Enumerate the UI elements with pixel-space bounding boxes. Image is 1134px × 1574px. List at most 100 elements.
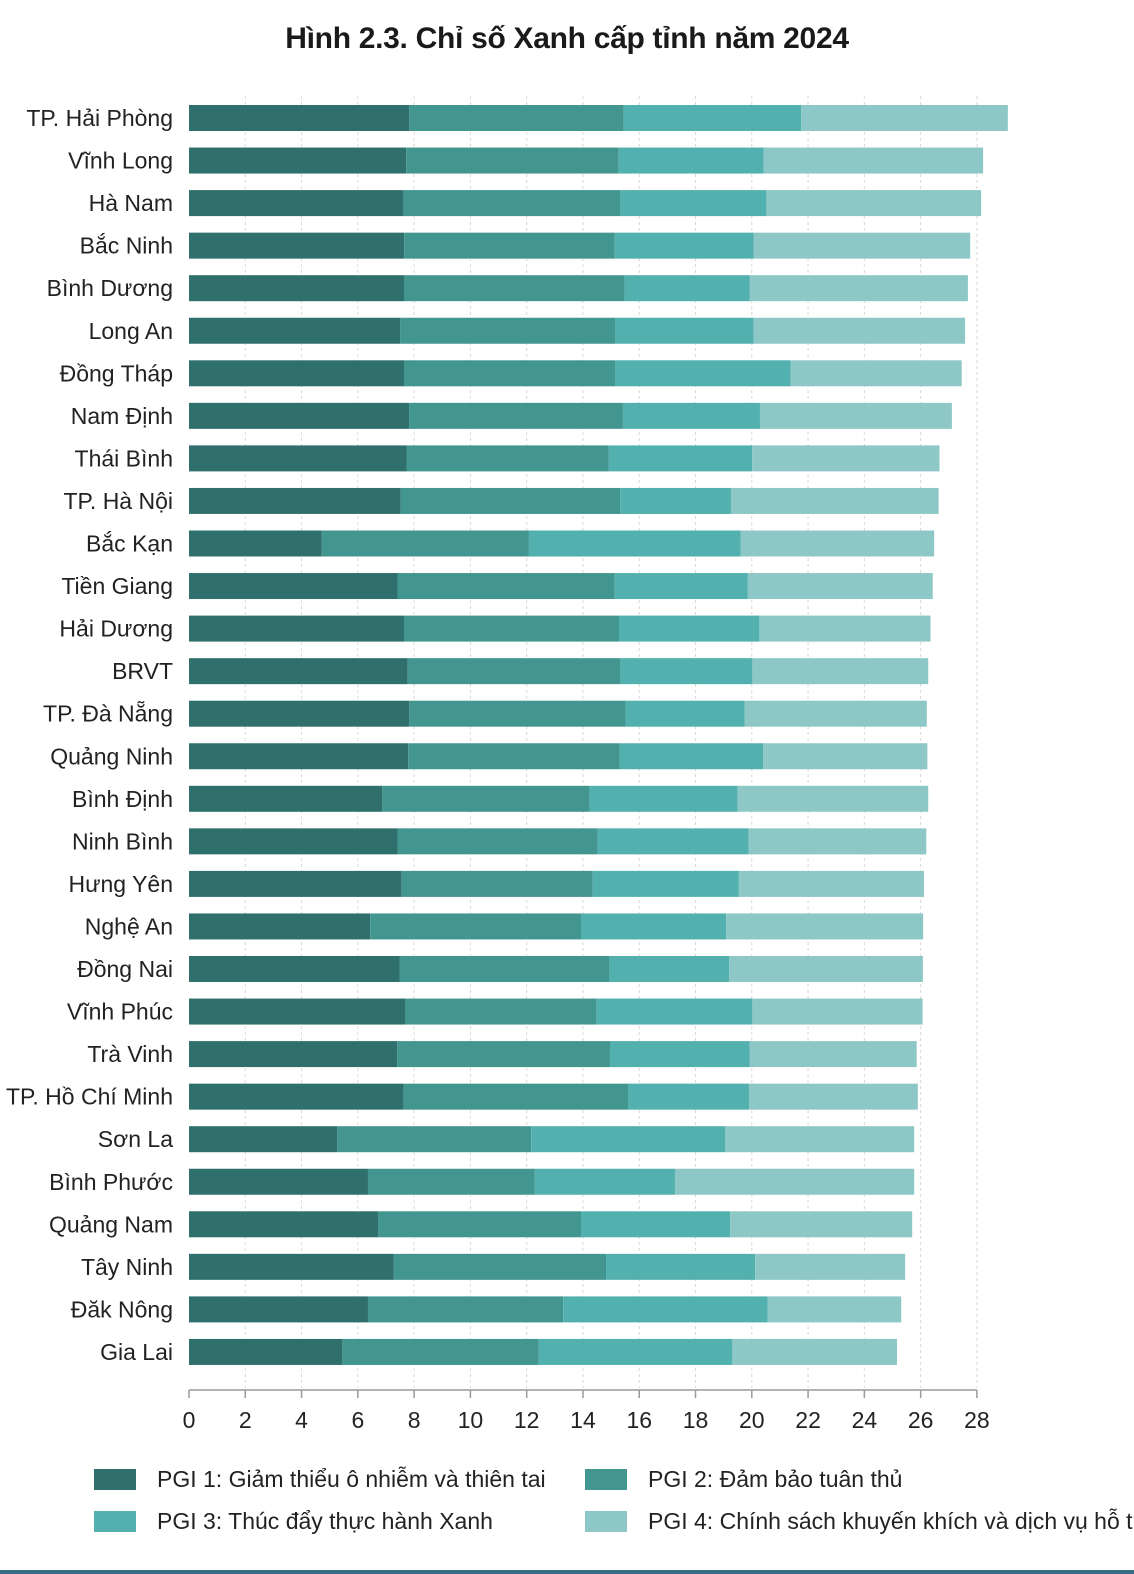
bar-segment-pgi1: [189, 1168, 368, 1195]
bar-segment-pgi1: [189, 147, 407, 174]
category-label: Tây Ninh: [81, 1254, 173, 1280]
bar-segment-pgi3: [620, 190, 767, 217]
bar-segment-pgi1: [189, 232, 405, 259]
bar-row: [189, 1253, 906, 1280]
x-tick-label: 14: [570, 1407, 596, 1433]
bar-row: [189, 1041, 917, 1068]
bar-segment-pgi2: [401, 870, 593, 897]
legend-swatch: [94, 1469, 136, 1490]
bar-segment-pgi2: [409, 700, 626, 727]
bar-segment-pgi1: [189, 105, 410, 131]
x-tick-label: 28: [964, 1407, 990, 1433]
bar-row: [189, 275, 968, 302]
category-label: TP. Hồ Chí Minh: [6, 1084, 173, 1110]
bar-segment-pgi3: [563, 1296, 768, 1323]
bar-segment-pgi3: [596, 998, 753, 1025]
category-label: Đăk Nông: [71, 1296, 173, 1322]
bar-segment-pgi4: [726, 913, 924, 940]
bar-segment-pgi4: [759, 615, 931, 642]
bar-row: [189, 743, 928, 770]
bar-segment-pgi4: [748, 828, 927, 855]
bar-segment-pgi4: [752, 998, 923, 1025]
category-label: Bình Dương: [47, 275, 173, 301]
bar-segment-pgi2: [378, 1211, 581, 1238]
category-label: Nam Định: [71, 403, 173, 429]
bar-segment-pgi2: [397, 828, 598, 855]
bar-row: [189, 402, 952, 429]
bar-segment-pgi4: [767, 1296, 902, 1323]
legend-item: PGI 1: Giảm thiểu ô nhiễm và thiên tai: [94, 1466, 546, 1492]
bar-segment-pgi3: [528, 530, 741, 557]
bar-segment-pgi2: [342, 1338, 539, 1365]
bar-segment-pgi3: [538, 1338, 733, 1365]
bar-segment-pgi3: [531, 1126, 726, 1153]
bar-segment-pgi1: [189, 998, 406, 1025]
bar-segment-pgi3: [580, 1211, 731, 1238]
legend-label: PGI 2: Đảm bảo tuân thủ: [648, 1466, 902, 1492]
bar-segment-pgi4: [732, 1338, 898, 1365]
bar-segment-pgi1: [189, 785, 383, 812]
bar-segment-pgi1: [189, 658, 408, 685]
bar-segment-pgi2: [408, 743, 620, 770]
category-label: Vĩnh Phúc: [67, 999, 173, 1025]
bar-segment-pgi3: [623, 105, 802, 131]
bar-segment-pgi1: [189, 317, 401, 344]
bar-segment-pgi2: [406, 445, 609, 472]
bar-segment-pgi4: [725, 1126, 915, 1153]
legend-item: PGI 2: Đảm bảo tuân thủ: [585, 1466, 902, 1492]
bottom-rule: [0, 1570, 1134, 1574]
x-tick-label: 2: [239, 1407, 252, 1433]
x-tick-label: 8: [408, 1407, 421, 1433]
bar-segment-pgi3: [620, 658, 753, 685]
bar-segment-pgi4: [801, 105, 1008, 131]
bar-segment-pgi3: [608, 445, 753, 472]
bar-segment-pgi3: [622, 402, 760, 429]
bar-segment-pgi1: [189, 573, 398, 600]
bar-segment-pgi3: [614, 232, 754, 259]
bar-segment-pgi3: [618, 147, 764, 174]
bar-segment-pgi3: [618, 615, 760, 642]
bar-segment-pgi3: [609, 956, 730, 982]
bar-segment-pgi1: [189, 956, 400, 982]
category-label: Đồng Tháp: [60, 360, 173, 386]
legend-label: PGI 3: Thúc đẩy thực hành Xanh: [157, 1508, 493, 1534]
bar-segment-pgi2: [399, 956, 610, 982]
bar-segment-pgi1: [189, 1083, 404, 1110]
bar-segment-pgi1: [189, 1211, 379, 1238]
bar-segment-pgi4: [748, 1083, 918, 1110]
x-tick-label: 12: [514, 1407, 540, 1433]
bar-row: [189, 956, 923, 982]
category-label: Bắc Ninh: [80, 233, 173, 259]
category-label: Bình Định: [72, 786, 173, 812]
bar-row: [189, 190, 982, 217]
bar-row: [189, 913, 924, 940]
category-label: Nghệ An: [85, 913, 173, 939]
bar-segment-pgi3: [627, 1083, 749, 1110]
bar-segment-pgi4: [766, 190, 982, 217]
bar-row: [189, 998, 923, 1025]
category-label: TP. Hải Phòng: [26, 105, 173, 131]
bar-row: [189, 1211, 913, 1238]
bar-segment-pgi2: [382, 785, 590, 812]
category-label: Quảng Nam: [49, 1211, 173, 1237]
bar-row: [189, 573, 933, 600]
bar-row: [189, 147, 984, 174]
category-label: Trà Vinh: [87, 1041, 173, 1067]
legend-item: PGI 3: Thúc đẩy thực hành Xanh: [94, 1508, 493, 1534]
bar-segment-pgi4: [752, 658, 929, 685]
bar-segment-pgi2: [403, 360, 616, 387]
bar-segment-pgi4: [753, 317, 966, 344]
x-tick-label: 24: [852, 1407, 878, 1433]
bar-segment-pgi4: [730, 1211, 913, 1238]
bar-segment-pgi4: [749, 1041, 917, 1068]
category-label: Hải Dương: [59, 616, 173, 642]
category-label: TP. Đà Nẵng: [43, 700, 173, 727]
bar-row: [189, 658, 929, 685]
x-tick-label: 16: [626, 1407, 652, 1433]
x-axis: 0 2 4 6 8 10 12 14 16 18 20 22 24 26 28: [183, 1389, 990, 1433]
legend-item: PGI 4: Chính sách khuyến khích và dịch v…: [585, 1508, 1134, 1534]
bar-segment-pgi4: [752, 445, 940, 472]
bar-segment-pgi1: [189, 913, 371, 940]
x-tick-label: 0: [183, 1407, 196, 1433]
bar-segment-pgi2: [403, 615, 619, 642]
